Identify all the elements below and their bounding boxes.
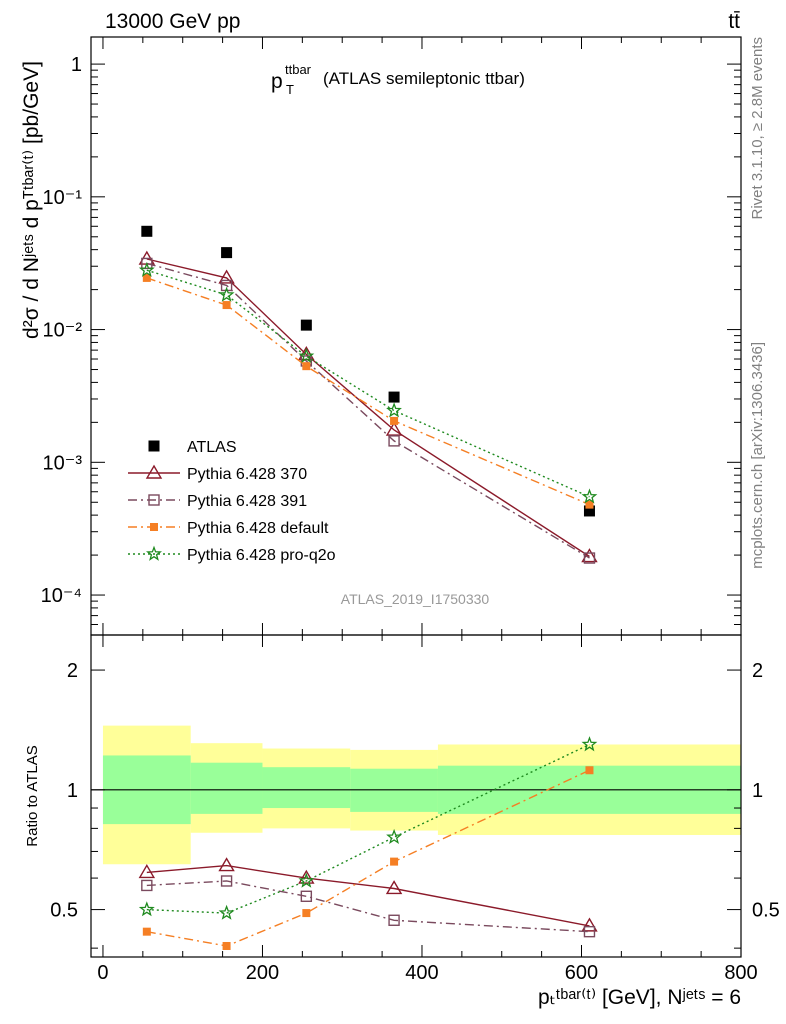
- point-top-pythia-6-428-391: [141, 257, 153, 270]
- point-top-pythia-6-428-pro-q2o: [386, 402, 402, 418]
- uncertainty-bands: [91, 725, 741, 865]
- point-ratio-pythia-6-428-370: [218, 857, 235, 872]
- y-tick-label-ratio: 1: [67, 780, 78, 802]
- side-rivet: Rivet 3.1.10, ≥ 2.8M events: [749, 37, 766, 220]
- legend-label-pythia-6-428-default: Pythia 6.428 default: [187, 520, 329, 537]
- point-top-pythia-6-428-default: [222, 301, 231, 310]
- point-top-pythia-6-428-default: [142, 273, 151, 282]
- side-site: mcplots.cern.ch [arXiv:1306.3436]: [749, 342, 766, 569]
- beam-label: 13000 GeV pp: [105, 10, 240, 33]
- x-axis-label: pₜᵗᵇᵃʳ⁽ᵗ⁾ [GeV], Nʲᵉᵗˢ = 6: [538, 986, 741, 1009]
- legend: ATLAS Pythia 6.428 370 Pythia 6.428 391 Pyt…: [128, 439, 336, 564]
- y-tick-label-ratio: 2: [67, 660, 78, 682]
- point-ratio-pythia-6-428-370: [581, 917, 598, 932]
- point-top-pythia-6-428-370: [385, 421, 403, 436]
- legend-label-pythia-6-428-391: Pythia 6.428 391: [187, 493, 307, 510]
- y-tick-label-ratio-right: 0.5: [752, 900, 780, 922]
- legend-label-pythia-6-428-370: Pythia 6.428 370: [187, 466, 307, 483]
- plot-title-sub: T: [286, 82, 294, 97]
- point-ratio-pythia-6-428-370: [385, 880, 403, 895]
- point-top-pythia-6-428-391: [388, 435, 400, 447]
- legend-marker-pythia-6-428-370: [145, 464, 163, 479]
- point-top-atlas: [300, 319, 312, 331]
- band-inner-1: [190, 762, 263, 814]
- legend-marker-atlas: [148, 440, 160, 452]
- plot-title-main: p: [271, 70, 283, 93]
- point-top-atlas: [221, 247, 233, 259]
- y-tick-label-top: 10⁻²: [43, 320, 83, 342]
- point-top-pythia-6-428-370: [218, 269, 235, 284]
- x-tick-label: 0: [97, 962, 108, 984]
- legend-label-atlas: ATLAS: [187, 439, 237, 456]
- process-label: tt̄: [728, 10, 740, 33]
- point-ratio-pythia-6-428-pro-q2o: [138, 901, 155, 917]
- point-ratio-pythia-6-428-391: [583, 925, 596, 938]
- plot-title: p ttbar T (ATLAS semileptonic ttbar): [271, 62, 525, 97]
- point-top-pythia-6-428-391: [583, 552, 596, 564]
- y-tick-label-top: 10⁻¹: [43, 187, 83, 209]
- axes-ticks: 0 200 400 600 800 1 10⁻¹ 10⁻² 10⁻³ 10⁻⁴ 2 2 1 1 0.5 0.5: [41, 37, 780, 984]
- point-top-pythia-6-428-pro-q2o: [298, 347, 315, 364]
- line-ratio-pythia-6-428-370: [146, 864, 590, 927]
- point-ratio-pythia-6-428-default: [142, 927, 151, 936]
- point-ratio-pythia-6-428-pro-q2o: [386, 828, 402, 844]
- y-tick-label-ratio-right: 1: [752, 780, 763, 802]
- point-ratio-pythia-6-428-391: [141, 879, 153, 892]
- x-tick-label: 800: [724, 962, 757, 984]
- point-top-pythia-6-428-default: [390, 416, 399, 425]
- x-tick-label: 600: [565, 962, 598, 984]
- line-ratio-pythia-6-428-391: [146, 880, 590, 933]
- point-top-pythia-6-428-pro-q2o: [138, 261, 155, 278]
- point-top-pythia-6-428-pro-q2o: [218, 286, 235, 302]
- legend-marker-pythia-6-428-pro-q2o: [146, 545, 162, 561]
- analysis-id: ATLAS_2019_I1750330: [341, 591, 490, 607]
- point-ratio-pythia-6-428-370: [138, 864, 156, 879]
- y-tick-label-top: 10⁻⁴: [41, 585, 82, 607]
- point-ratio-pythia-6-428-default: [302, 909, 311, 918]
- x-tick-label: 200: [246, 962, 279, 984]
- point-ratio-pythia-6-428-pro-q2o: [298, 872, 315, 888]
- line-ratio-pythia-6-428-pro-q2o: [146, 743, 590, 914]
- y-tick-label-ratio-right: 2: [752, 660, 763, 682]
- point-top-pythia-6-428-default: [302, 362, 311, 371]
- x-tick-label: 400: [405, 962, 438, 984]
- point-top-pythia-6-428-391: [220, 279, 233, 292]
- y-axis-label-top: d²σ / d Nʲᵉᵗˢ d pᵀᵗᵇᵃʳ⁽ᵗ⁾ [pb/GeV]: [20, 61, 43, 339]
- series-layer: [138, 225, 598, 950]
- band-inner-2: [262, 767, 351, 809]
- point-top-atlas: [388, 391, 400, 403]
- legend-marker-pythia-6-428-391: [148, 494, 160, 506]
- y-tick-label-top: 10⁻³: [43, 452, 83, 474]
- line-top-pythia-6-428-391: [146, 262, 590, 559]
- point-ratio-pythia-6-428-pro-q2o: [581, 736, 598, 752]
- plot-title-rest: (ATLAS semileptonic ttbar): [323, 69, 525, 88]
- point-ratio-pythia-6-428-default: [585, 766, 594, 775]
- y-tick-label-top: 1: [71, 54, 82, 76]
- point-ratio-pythia-6-428-default: [222, 941, 231, 950]
- point-ratio-pythia-6-428-391: [388, 914, 400, 926]
- plot-title-sup: ttbar: [285, 62, 312, 77]
- top-panel-frame: [90, 36, 742, 636]
- point-top-atlas: [141, 225, 153, 237]
- y-axis-label-ratio: Ratio to ATLAS: [24, 745, 41, 846]
- line-top-pythia-6-428-pro-q2o: [146, 269, 590, 498]
- point-ratio-pythia-6-428-391: [300, 890, 313, 902]
- ratio-panel-frame: [90, 634, 742, 958]
- point-top-atlas: [583, 505, 595, 517]
- point-ratio-pythia-6-428-pro-q2o: [218, 904, 235, 920]
- point-top-pythia-6-428-default: [585, 500, 594, 509]
- point-top-pythia-6-428-pro-q2o: [581, 488, 598, 504]
- point-ratio-pythia-6-428-391: [220, 875, 233, 887]
- legend-marker-pythia-6-428-default: [150, 523, 158, 531]
- y-tick-label-ratio: 0.5: [50, 900, 78, 922]
- point-ratio-pythia-6-428-default: [390, 857, 399, 866]
- line-top-pythia-6-428-370: [146, 258, 590, 558]
- legend-label-pythia-6-428-pro-q2o: Pythia 6.428 pro-q2o: [187, 547, 336, 564]
